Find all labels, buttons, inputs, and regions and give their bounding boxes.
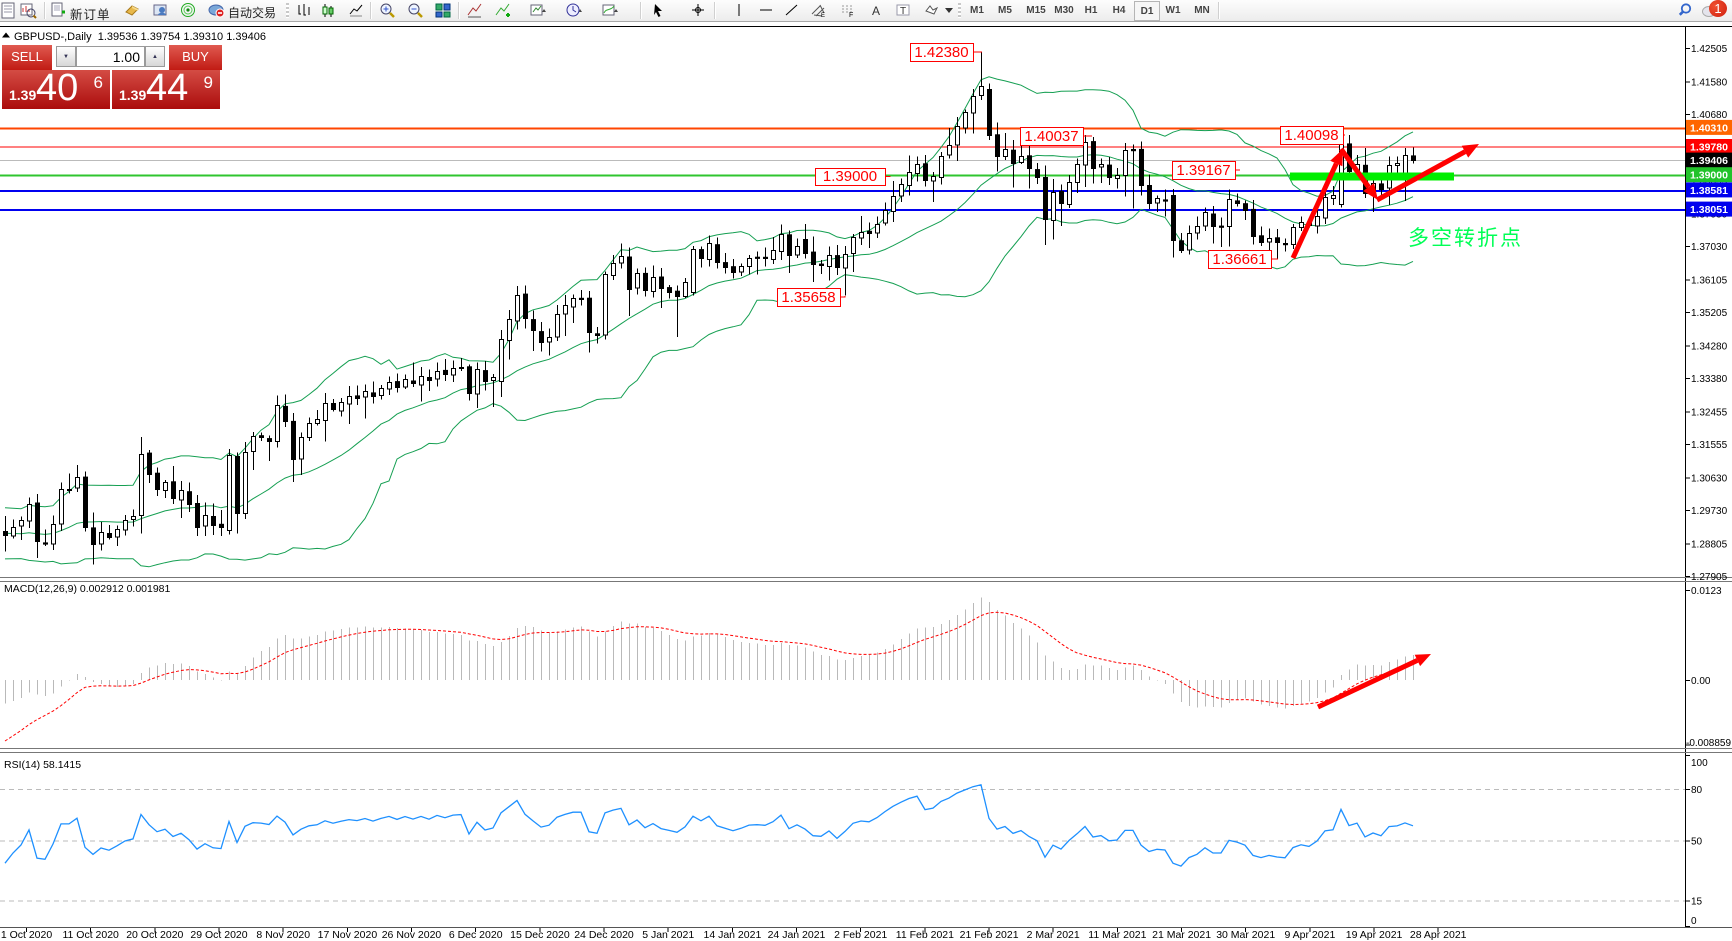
svg-text:21 Feb 2021: 21 Feb 2021 (960, 929, 1019, 941)
svg-text:0.00: 0.00 (1691, 676, 1711, 687)
svg-text:15: 15 (1691, 896, 1703, 907)
svg-text:21 Mar 2021: 21 Mar 2021 (1152, 929, 1211, 941)
svg-text:11 Mar 2021: 11 Mar 2021 (1088, 929, 1146, 941)
svg-text:17 Nov 2020: 17 Nov 2020 (318, 929, 378, 941)
svg-text:1.34280: 1.34280 (1691, 341, 1728, 352)
svg-text:1.42380: 1.42380 (914, 44, 968, 61)
svg-text:11 Feb 2021: 11 Feb 2021 (896, 929, 954, 941)
svg-text:MACD(12,26,9) 0.002912 0.00198: MACD(12,26,9) 0.002912 0.001981 (4, 583, 171, 595)
svg-text:29 Oct 2020: 29 Oct 2020 (190, 929, 247, 941)
svg-text:28 Apr 2021: 28 Apr 2021 (1410, 929, 1467, 941)
svg-text:6 Dec 2020: 6 Dec 2020 (449, 929, 503, 941)
svg-text:F: F (849, 12, 853, 19)
svg-text:1.31555: 1.31555 (1691, 440, 1728, 451)
svg-text:15 Dec 2020: 15 Dec 2020 (510, 929, 570, 941)
svg-text:1.39780: 1.39780 (1690, 142, 1728, 154)
svg-text:1.35658: 1.35658 (781, 289, 835, 306)
svg-text:1.29730: 1.29730 (1691, 506, 1728, 517)
svg-text:50: 50 (1691, 837, 1703, 848)
svg-text:1.27905: 1.27905 (1691, 572, 1728, 583)
svg-text:-0.008859: -0.008859 (1686, 738, 1731, 749)
svg-text:1.42505: 1.42505 (1691, 44, 1728, 55)
svg-text:1.39167: 1.39167 (1176, 162, 1230, 179)
svg-text:0.0123: 0.0123 (1691, 586, 1722, 597)
svg-text:80: 80 (1691, 785, 1703, 796)
svg-text:GBPUSD-,Daily 1.39536 1.39754: GBPUSD-,Daily 1.39536 1.39754 1.39310 1.… (14, 31, 266, 43)
svg-text:2 Feb 2021: 2 Feb 2021 (834, 929, 887, 941)
svg-text:1.32455: 1.32455 (1691, 407, 1728, 418)
svg-text:RSI(14) 58.1415: RSI(14) 58.1415 (4, 759, 81, 771)
svg-text:100: 100 (1691, 758, 1708, 769)
svg-text:1.28805: 1.28805 (1691, 539, 1728, 550)
svg-text:1.36105: 1.36105 (1691, 275, 1728, 286)
svg-text:2 Mar 2021: 2 Mar 2021 (1027, 929, 1080, 941)
svg-text:11 Oct 2020: 11 Oct 2020 (62, 929, 119, 941)
svg-text:1.35205: 1.35205 (1691, 308, 1728, 319)
svg-text:24 Dec 2020: 24 Dec 2020 (574, 929, 634, 941)
svg-text:多空转折点: 多空转折点 (1408, 227, 1523, 250)
svg-text:1.33380: 1.33380 (1691, 374, 1728, 385)
svg-text:1.39000: 1.39000 (1690, 170, 1728, 182)
svg-text:19 Apr 2021: 19 Apr 2021 (1346, 929, 1403, 941)
svg-text:1.38581: 1.38581 (1690, 185, 1728, 197)
svg-text:1.40037: 1.40037 (1024, 128, 1078, 145)
svg-text:5 Jan 2021: 5 Jan 2021 (642, 929, 694, 941)
svg-text:8 Nov 2020: 8 Nov 2020 (256, 929, 310, 941)
svg-text:20 Oct 2020: 20 Oct 2020 (126, 929, 183, 941)
svg-text:9 Apr 2021: 9 Apr 2021 (1285, 929, 1336, 941)
svg-text:0: 0 (1691, 916, 1697, 927)
svg-text:1.37030: 1.37030 (1691, 242, 1728, 253)
svg-text:1.30630: 1.30630 (1691, 473, 1728, 484)
svg-text:A: A (872, 4, 880, 18)
svg-text:26 Nov 2020: 26 Nov 2020 (382, 929, 442, 941)
svg-text:1.39406: 1.39406 (1690, 155, 1728, 167)
svg-text:1.38051: 1.38051 (1690, 204, 1728, 216)
svg-text:1.40098: 1.40098 (1284, 127, 1338, 144)
svg-text:1.40680: 1.40680 (1691, 110, 1728, 121)
svg-text:1.39000: 1.39000 (823, 168, 877, 185)
svg-text:T: T (900, 6, 906, 17)
svg-text:14 Jan 2021: 14 Jan 2021 (703, 929, 761, 941)
svg-text:1 Oct 2020: 1 Oct 2020 (1, 929, 53, 941)
svg-text:1.41580: 1.41580 (1691, 77, 1728, 88)
svg-text:24 Jan 2021: 24 Jan 2021 (768, 929, 826, 941)
svg-text:30 Mar 2021: 30 Mar 2021 (1216, 929, 1275, 941)
svg-text:1.40310: 1.40310 (1690, 122, 1728, 134)
svg-text:E: E (821, 13, 825, 19)
svg-text:1.36661: 1.36661 (1212, 251, 1266, 268)
